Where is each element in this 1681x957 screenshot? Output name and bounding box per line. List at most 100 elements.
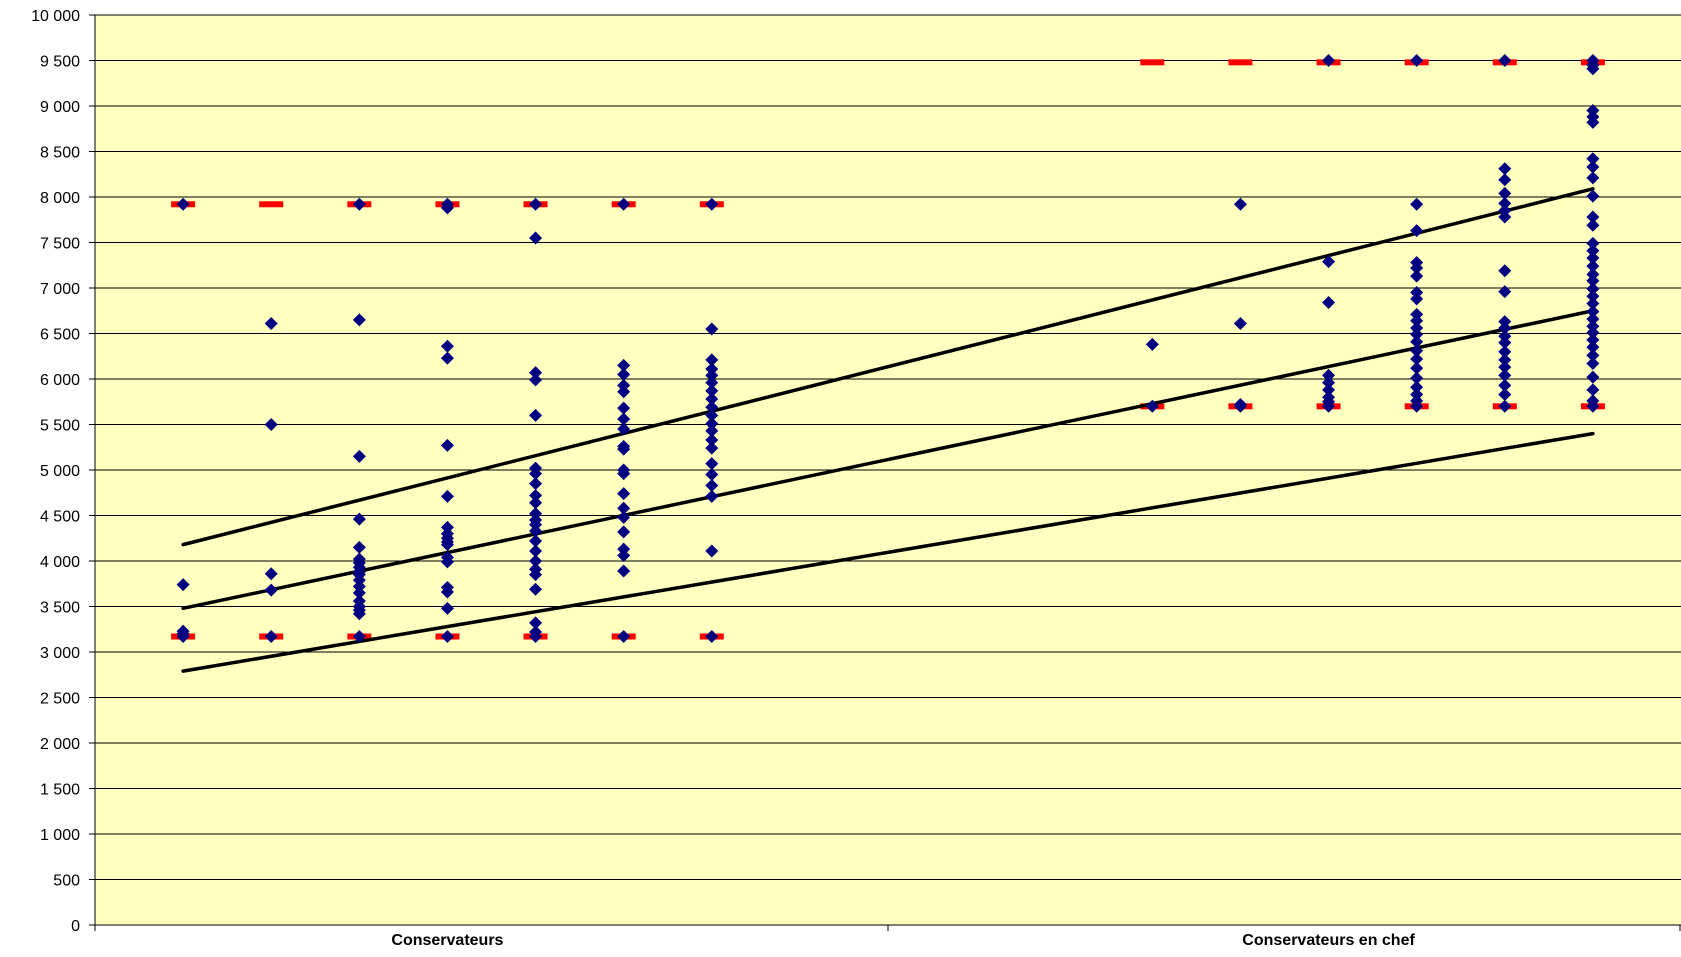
data-point <box>1410 256 1424 270</box>
data-point <box>617 487 631 501</box>
data-point <box>352 197 366 211</box>
data-point <box>529 582 543 596</box>
y-tick-label: 4 000 <box>40 554 80 571</box>
data-point <box>705 408 719 422</box>
data-point <box>1322 54 1336 67</box>
y-tick-label: 8 000 <box>40 190 80 207</box>
data-point <box>529 408 543 422</box>
data-point <box>705 197 719 211</box>
data-point <box>529 562 543 576</box>
data-point <box>264 567 278 581</box>
data-point <box>529 616 543 630</box>
y-tick-label: 8 500 <box>40 145 80 162</box>
data-point <box>1322 255 1336 269</box>
data-point <box>440 339 454 353</box>
data-point <box>705 384 719 398</box>
data-point <box>1498 399 1512 413</box>
data-point <box>1498 162 1512 176</box>
data-point <box>529 477 543 491</box>
data-point <box>264 418 278 431</box>
data-point <box>176 624 190 638</box>
data-point <box>705 322 719 336</box>
data-point <box>529 461 543 475</box>
data-point <box>1498 387 1512 401</box>
data-point <box>1586 296 1600 310</box>
data-point <box>617 510 631 524</box>
data-point <box>1498 204 1512 218</box>
data-point <box>264 316 278 330</box>
y-tick-label: 1 000 <box>40 827 80 844</box>
data-point <box>1498 173 1512 187</box>
y-tick-label: 3 500 <box>40 600 80 617</box>
data-point <box>440 630 454 644</box>
data-point <box>617 197 631 211</box>
data-point <box>705 489 719 503</box>
data-point <box>705 478 719 492</box>
data-point <box>1586 218 1600 232</box>
data-point <box>529 197 543 211</box>
data-point <box>352 313 366 327</box>
data-point <box>1410 307 1424 321</box>
data-point <box>1145 399 1159 413</box>
data-point <box>1410 387 1424 401</box>
data-point <box>617 630 631 644</box>
data-point <box>352 540 366 554</box>
y-tick-label: 7 500 <box>40 236 80 253</box>
data-point <box>1498 196 1512 210</box>
data-point <box>176 578 190 592</box>
data-point <box>1410 352 1424 366</box>
data-point <box>352 594 366 608</box>
data-point <box>1586 189 1600 203</box>
data-point <box>705 376 719 390</box>
data-point <box>1498 315 1512 329</box>
data-point <box>1586 251 1600 265</box>
data-point <box>617 367 631 381</box>
y-tick-label: 4 500 <box>40 509 80 526</box>
trend-lines <box>181 187 1595 673</box>
data-point <box>529 534 543 548</box>
y-axis: 0 500 1 000 1 500 2 000 2 500 3 000 3 500 4 000 4… <box>31 8 96 935</box>
data-point <box>1586 333 1600 347</box>
data-point <box>352 449 366 463</box>
data-point <box>1498 285 1512 299</box>
data-point <box>1498 345 1512 359</box>
data-point <box>617 463 631 477</box>
y-tick-label: 6 000 <box>40 372 80 389</box>
data-point <box>1586 370 1600 384</box>
data-point <box>1498 54 1512 67</box>
trend-line <box>181 309 1595 611</box>
data-point <box>440 601 454 615</box>
x-category-label: Conservateurs <box>391 932 503 949</box>
data-point <box>1586 394 1600 408</box>
bound-marker <box>1228 59 1253 66</box>
data-point <box>705 362 719 376</box>
data-point <box>1586 305 1600 319</box>
data-point <box>1233 397 1247 411</box>
data-point <box>705 457 719 471</box>
data-point <box>705 417 719 431</box>
data-point <box>1322 296 1336 310</box>
data-point <box>705 468 719 482</box>
data-point <box>1586 259 1600 273</box>
data-point <box>352 552 366 566</box>
data-point <box>617 542 631 556</box>
bound-marker <box>1140 59 1165 66</box>
data-point <box>1586 171 1600 185</box>
y-tick-label: 2 000 <box>40 736 80 753</box>
trend-line <box>181 187 1595 547</box>
data-point <box>1586 267 1600 281</box>
data-point <box>617 525 631 539</box>
data-point <box>617 378 631 392</box>
data-point <box>705 353 719 367</box>
data-point <box>529 507 543 521</box>
data-point <box>1586 104 1600 118</box>
data-point <box>1586 357 1600 371</box>
data-point <box>529 488 543 502</box>
x-category-label: Conservateurs en chef <box>1242 932 1415 949</box>
data-point <box>529 366 543 380</box>
data-point <box>1586 319 1600 333</box>
data-point <box>1410 380 1424 394</box>
data-point <box>1586 383 1600 397</box>
data-point <box>1233 197 1247 211</box>
